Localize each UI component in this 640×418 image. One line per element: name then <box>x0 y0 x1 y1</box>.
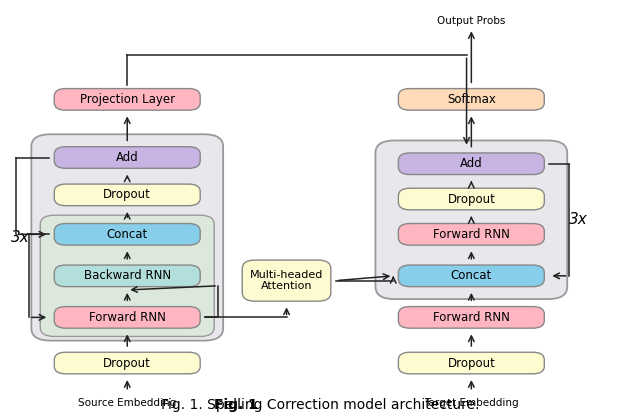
Text: Dropout: Dropout <box>447 357 495 370</box>
Text: Backward RNN: Backward RNN <box>84 269 171 282</box>
Text: Dropout: Dropout <box>447 193 495 206</box>
Text: Fig. 1. Spelling Correction model architecture.: Fig. 1. Spelling Correction model archit… <box>161 398 479 413</box>
Text: Softmax: Softmax <box>447 93 496 106</box>
FancyBboxPatch shape <box>54 147 200 168</box>
FancyBboxPatch shape <box>243 260 331 301</box>
Text: Forward RNN: Forward RNN <box>433 228 510 241</box>
FancyBboxPatch shape <box>54 89 200 110</box>
Text: Multi-headed
Attention: Multi-headed Attention <box>250 270 323 291</box>
FancyBboxPatch shape <box>398 352 544 374</box>
Text: Dropout: Dropout <box>103 189 151 201</box>
FancyBboxPatch shape <box>398 306 544 328</box>
Text: Add: Add <box>460 157 483 170</box>
FancyBboxPatch shape <box>398 224 544 245</box>
Text: Projection Layer: Projection Layer <box>79 93 175 106</box>
FancyBboxPatch shape <box>54 184 200 206</box>
FancyBboxPatch shape <box>398 89 544 110</box>
Text: Dropout: Dropout <box>103 357 151 370</box>
Text: 3x: 3x <box>569 212 588 227</box>
FancyBboxPatch shape <box>40 215 214 336</box>
Text: Fig. 1: Fig. 1 <box>214 398 259 413</box>
Text: Target Embedding: Target Embedding <box>424 398 518 408</box>
FancyBboxPatch shape <box>54 265 200 287</box>
Text: Forward RNN: Forward RNN <box>89 311 166 324</box>
FancyBboxPatch shape <box>398 188 544 210</box>
Text: Concat: Concat <box>451 269 492 282</box>
Text: Add: Add <box>116 151 139 164</box>
Text: Forward RNN: Forward RNN <box>433 311 510 324</box>
FancyBboxPatch shape <box>31 134 223 341</box>
FancyBboxPatch shape <box>54 352 200 374</box>
FancyBboxPatch shape <box>398 153 544 175</box>
Text: Source Embedding: Source Embedding <box>78 398 177 408</box>
FancyBboxPatch shape <box>54 224 200 245</box>
FancyBboxPatch shape <box>376 140 567 299</box>
Text: 3x: 3x <box>11 230 30 245</box>
Text: Output Probs: Output Probs <box>437 16 506 26</box>
Text: Concat: Concat <box>107 228 148 241</box>
FancyBboxPatch shape <box>398 265 544 287</box>
FancyBboxPatch shape <box>54 306 200 328</box>
